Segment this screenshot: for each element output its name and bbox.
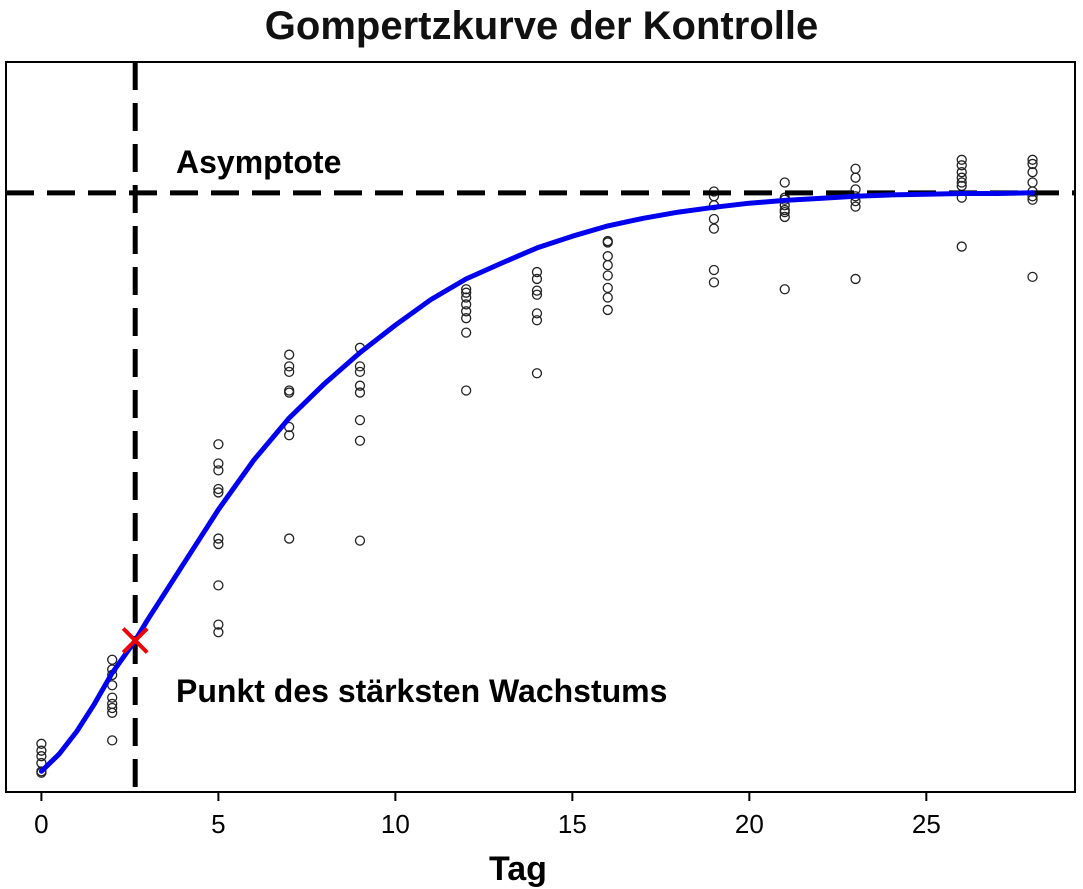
data-point [1027,177,1038,188]
asymptote-annotation: Asymptote [176,144,341,180]
x-tick-label: 0 [34,809,48,839]
data-point [461,327,472,338]
plot-frame [5,61,1076,793]
data-point [461,299,472,310]
data-point [531,308,543,319]
data-point [213,487,224,498]
data-point [284,533,295,544]
data-point [1027,154,1038,165]
data-point [354,380,366,391]
data-point [213,538,224,550]
data-point [461,284,472,295]
data-point [779,211,790,223]
data-point [1027,167,1038,178]
data-point [531,315,543,326]
data-point [461,292,472,303]
x-tick-label: 25 [912,809,941,839]
data-point [956,167,967,178]
inflection-marker-layer [121,627,149,654]
data-point [354,414,366,426]
data-point [531,289,543,300]
data-point [107,707,118,718]
data-point [602,282,613,294]
data-point [708,277,720,288]
data-point [850,163,861,174]
data-point [850,273,861,285]
data-point [602,270,613,281]
data-point [461,306,472,317]
data-point [850,172,861,183]
data-point [461,313,472,324]
data-point [602,292,613,303]
data-point [284,430,295,441]
chart-title: Gompertzkurve der Kontrolle [264,4,819,48]
data-point [708,213,720,225]
data-point [107,735,118,746]
data-point [284,366,295,378]
data-point [602,251,613,262]
data-point [213,465,224,476]
data-point [602,260,613,271]
data-point [956,160,967,171]
gompertz-curve-layer [38,190,1035,774]
x-tick-label: 15 [558,809,587,839]
data-point [779,206,790,218]
reference-lines [6,62,1075,792]
data-point [213,483,224,495]
data-point [213,580,224,591]
data-point [354,361,366,372]
data-point [213,619,224,630]
data-point [531,266,543,278]
data-point [107,702,118,714]
data-point [213,458,224,469]
x-tick-label: 10 [381,809,410,839]
data-point [354,366,366,378]
inflection-marker-stroke [121,627,149,654]
data-point [956,241,967,252]
data-point [354,535,366,546]
data-point [213,439,224,450]
data-point [531,368,543,379]
data-point [956,172,967,183]
data-point [284,349,295,360]
data-point [284,385,295,396]
data-point [36,738,47,749]
data-point [779,177,790,188]
data-point [956,154,967,165]
data-point [779,284,790,295]
data-point [213,533,224,544]
data-point [531,285,543,296]
data-point [461,385,472,396]
data-point [708,264,720,276]
data-point [107,692,118,703]
data-point [284,361,295,372]
data-point [602,237,613,248]
x-tick-label: 20 [735,809,764,839]
data-point [354,435,366,446]
data-point [284,387,295,398]
x-axis: 0 5 10 15 20 25 [34,792,941,839]
inflection-annotation: Punkt des stärksten Wachstums [176,673,667,709]
data-point [36,751,47,762]
data-point [850,201,861,212]
x-axis-label: Tag [489,850,547,888]
x-tick-label: 5 [211,809,225,839]
data-point [36,745,47,756]
data-point [956,177,967,188]
data-point [602,304,613,316]
data-point [107,654,118,665]
data-point [213,627,224,638]
data-point [1027,271,1038,283]
data-point [531,273,543,285]
data-point [708,223,720,234]
data-point [461,287,472,298]
data-point [1027,158,1038,170]
data-point [354,387,366,398]
gompertz-curve [38,190,1035,774]
